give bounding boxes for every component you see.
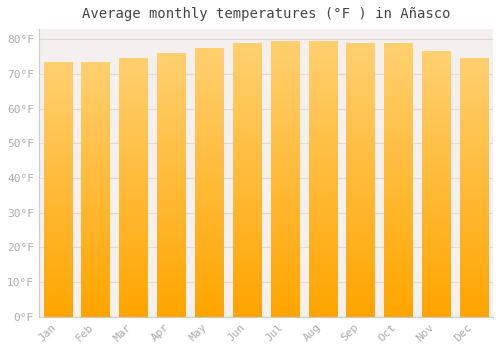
Title: Average monthly temperatures (°F ) in Añasco: Average monthly temperatures (°F ) in Añ…	[82, 7, 450, 21]
